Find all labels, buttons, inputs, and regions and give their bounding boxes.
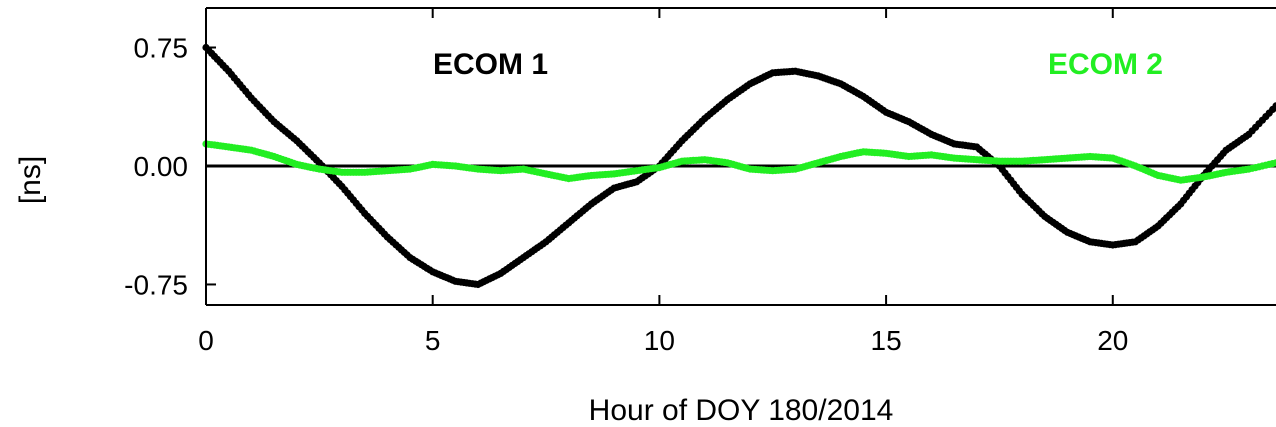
series-ecom-1 bbox=[202, 43, 1276, 289]
data-point bbox=[1272, 159, 1276, 167]
legend-ecom-1: ECOM 1 bbox=[433, 48, 548, 81]
series-ecom-2 bbox=[202, 140, 1276, 184]
legend: ECOM 1 ECOM 2 bbox=[433, 48, 1163, 81]
y-tick-label: -0.75 bbox=[124, 269, 188, 300]
plot-frame bbox=[205, 7, 1276, 306]
y-tick-label: 0.00 bbox=[134, 151, 189, 182]
axis-ticks: 0 5 10 15 20 0.75 0.00 -0.75 bbox=[124, 8, 1128, 356]
x-tick-label: 20 bbox=[1097, 325, 1128, 356]
x-tick-label: 15 bbox=[871, 325, 902, 356]
x-axis-label: Hour of DOY 180/2014 bbox=[589, 394, 894, 427]
y-axis-label: [ns] bbox=[14, 156, 47, 204]
series-layer bbox=[202, 43, 1276, 289]
x-tick-label: 10 bbox=[644, 325, 675, 356]
legend-ecom-2: ECOM 2 bbox=[1048, 48, 1163, 81]
x-tick-label: 5 bbox=[425, 325, 441, 356]
data-point bbox=[1272, 102, 1276, 110]
x-tick-label: 0 bbox=[198, 325, 214, 356]
y-tick-label: 0.75 bbox=[134, 32, 189, 63]
